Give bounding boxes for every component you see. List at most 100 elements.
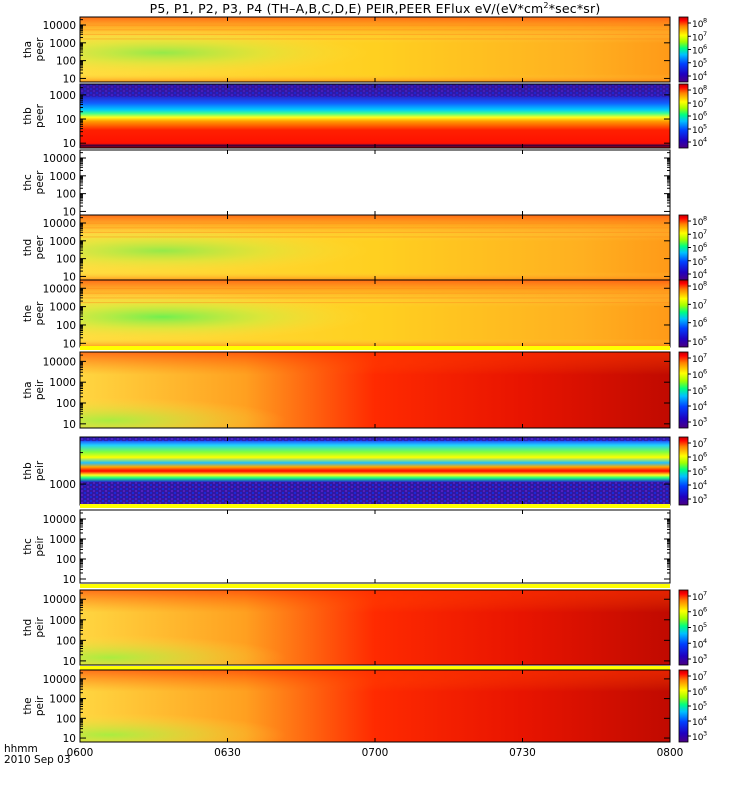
colorbar-tick-label: 10 xyxy=(692,718,704,728)
colorbar-tick-label: 10 xyxy=(692,419,704,429)
y-label-species: peir xyxy=(34,617,46,638)
colorbar-tick-label: 10 xyxy=(692,126,704,136)
plot-area xyxy=(80,280,670,347)
colorbar-tick-exponent: 6 xyxy=(703,605,707,613)
streak xyxy=(80,227,670,229)
plot-area xyxy=(80,84,670,148)
y-tick-label: 100 xyxy=(56,189,76,201)
y-tick-label: 100 xyxy=(56,398,76,410)
panel-frame xyxy=(79,509,671,584)
colorbar-tick-exponent: 4 xyxy=(703,268,707,276)
colorbar-tick-label: 10 xyxy=(692,371,704,381)
y-label-probe: thb xyxy=(22,107,34,125)
colorbar xyxy=(678,83,689,149)
colorbar-tick-exponent: 7 xyxy=(703,590,707,598)
x-tick-label: 0730 xyxy=(509,747,536,759)
fill-bar-bottom xyxy=(80,666,670,670)
colorbar-tick-exponent: 7 xyxy=(703,228,707,236)
fill-bar-top xyxy=(80,346,670,350)
colorbar-tick-label: 10 xyxy=(692,47,704,57)
colorbar-tick-exponent: 6 xyxy=(703,110,707,118)
y-tick-label: 10 xyxy=(63,656,76,668)
colorbar-tick-exponent: 5 xyxy=(703,621,707,629)
colorbar-tick-label: 10 xyxy=(692,733,704,743)
streak xyxy=(80,288,670,290)
y-tick-label: 10000 xyxy=(43,218,76,230)
streak xyxy=(80,33,670,35)
colorbar-tick-label: 10 xyxy=(692,258,704,268)
colorbar xyxy=(678,279,689,348)
colorbar-tick-exponent: 5 xyxy=(703,465,707,473)
colorbar-tick-exponent: 4 xyxy=(703,715,707,723)
colorbar-tick-label: 10 xyxy=(692,496,704,506)
colorbar-tick-label: 10 xyxy=(692,625,704,635)
colorbar-tick-exponent: 5 xyxy=(703,254,707,262)
colorbar-tick-exponent: 6 xyxy=(703,241,707,249)
y-label-probe: thb xyxy=(22,462,34,480)
low-energy-region xyxy=(80,352,670,428)
colorbar-tick-exponent: 5 xyxy=(703,335,707,343)
x-tick-label: 0800 xyxy=(657,747,684,759)
colorbar-tick-exponent: 5 xyxy=(703,700,707,708)
streak xyxy=(80,231,670,233)
y-tick-label: 100 xyxy=(56,635,76,647)
y-label-probe: the xyxy=(22,697,34,714)
colorbar-tick-label: 10 xyxy=(692,139,704,149)
y-tick-label: 1000 xyxy=(49,377,76,389)
colorbar-tick-label: 10 xyxy=(692,403,704,413)
colorbar-tick-label: 10 xyxy=(692,20,704,30)
date-label: 2010 Sep 03 xyxy=(4,754,71,766)
colorbar-tick-label: 10 xyxy=(692,468,704,478)
y-tick-label: 1000 xyxy=(49,38,76,50)
low-energy-region xyxy=(80,215,670,280)
x-tick-label: 0700 xyxy=(362,747,389,759)
y-tick-label: 10 xyxy=(63,419,76,431)
title-superscript: 2 xyxy=(543,1,549,10)
colorbar xyxy=(678,16,689,83)
colorbar-tick-label: 10 xyxy=(692,100,704,110)
colorbar-tick-label: 10 xyxy=(692,482,704,492)
colorbar-tick-exponent: 8 xyxy=(703,17,707,25)
colorbar-tick-exponent: 7 xyxy=(703,97,707,105)
colorbar-tick-label: 10 xyxy=(692,283,704,293)
y-tick-label: 10 xyxy=(63,73,76,85)
y-tick-label: 100 xyxy=(56,320,76,332)
colorbar-tick-exponent: 8 xyxy=(703,84,707,92)
colorbar xyxy=(678,351,689,429)
colorbar-tick-label: 10 xyxy=(692,245,704,255)
streak xyxy=(80,297,670,299)
y-label-species: peir xyxy=(34,460,46,481)
plot-area xyxy=(80,17,670,82)
noise-band xyxy=(80,481,670,505)
colorbar-tick-label: 10 xyxy=(692,87,704,97)
y-tick-label: 10000 xyxy=(43,153,76,165)
y-label-probe: thd xyxy=(22,239,34,256)
streak xyxy=(80,38,670,40)
colorbar-tick-label: 10 xyxy=(692,33,704,43)
y-tick-label: 100 xyxy=(56,554,76,566)
y-label-species: peer xyxy=(34,170,46,195)
colorbar-tick-exponent: 3 xyxy=(703,416,707,424)
x-tick-label: 0630 xyxy=(214,747,241,759)
y-label-species: peir xyxy=(34,536,46,557)
colorbar-tick-label: 10 xyxy=(692,355,704,365)
colorbar-tick-exponent: 7 xyxy=(703,298,707,306)
colorbar-tick-exponent: 5 xyxy=(703,56,707,64)
y-label-species: peir xyxy=(34,695,46,716)
colorbar-tick-label: 10 xyxy=(692,218,704,228)
streak xyxy=(80,29,670,31)
chart-title: P5, P1, P2, P3, P4 (TH–A,B,C,D,E) PEIR,P… xyxy=(0,1,750,16)
y-tick-label: 1000 xyxy=(49,479,76,491)
plot-area xyxy=(80,215,670,280)
y-tick-label: 10000 xyxy=(43,356,76,368)
colorbar-tick-exponent: 7 xyxy=(703,30,707,38)
x-axis-label: hhmm xyxy=(4,743,38,755)
y-tick-label: 10 xyxy=(63,574,76,586)
colorbar-tick-label: 10 xyxy=(692,60,704,70)
title-prefix: P5, P1, P2, P3, P4 (TH–A,B,C,D,E) PEIR,P… xyxy=(149,1,544,17)
y-label-species: peer xyxy=(34,235,46,260)
low-energy-region xyxy=(80,590,670,665)
